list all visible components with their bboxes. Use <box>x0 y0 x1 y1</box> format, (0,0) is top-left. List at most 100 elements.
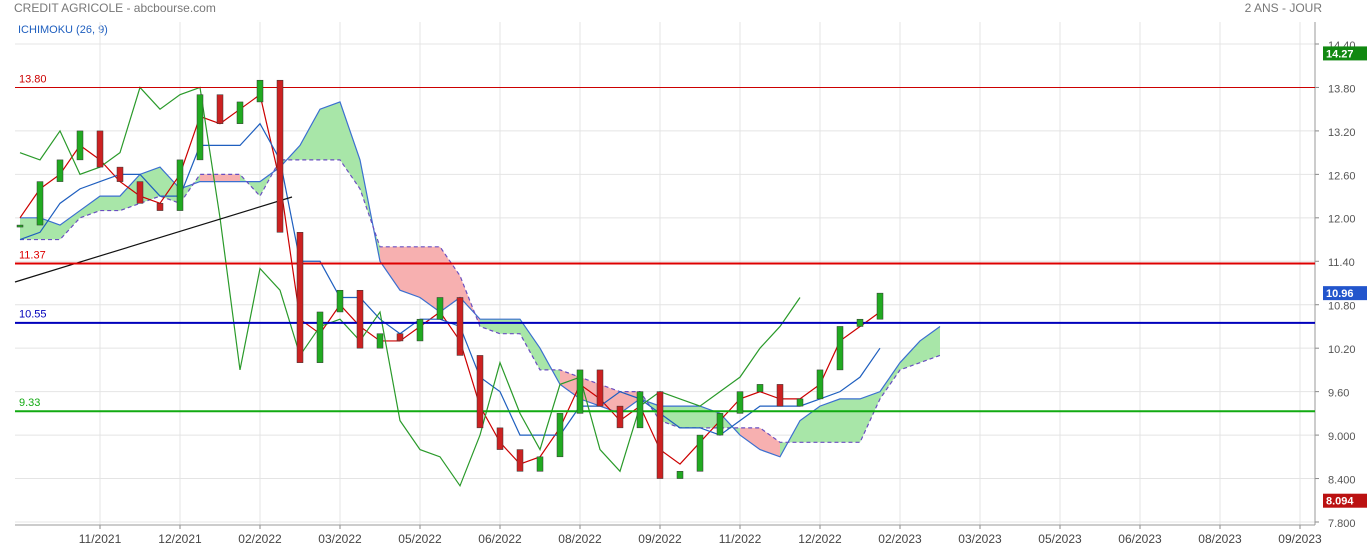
cloud-segment <box>240 174 260 197</box>
price-candle <box>736 391 744 414</box>
price-candle <box>396 333 404 342</box>
price-candle <box>836 326 844 371</box>
x-tick-label: 09/2023 <box>1278 532 1322 546</box>
price-candle <box>576 369 584 414</box>
cloud-segment <box>60 210 80 240</box>
x-tick-label: 11/2022 <box>719 532 762 546</box>
price-candle <box>296 232 304 363</box>
cloud-segment <box>320 101 340 160</box>
level-label: 11.37 <box>19 249 46 261</box>
level-label: 10.55 <box>19 309 47 321</box>
price-candle <box>136 181 144 204</box>
price-candle <box>536 456 544 472</box>
cloud-segment <box>860 391 880 443</box>
y-tick-label: 10.20 <box>1328 344 1356 356</box>
price-candle <box>196 94 204 161</box>
cloud-segment <box>500 319 520 334</box>
cloud-segment <box>900 340 920 370</box>
price-candle <box>816 369 824 400</box>
price-candle <box>476 355 484 429</box>
price-candle <box>356 289 364 349</box>
price-candle <box>856 318 864 327</box>
x-tick-label: 05/2023 <box>1038 532 1082 546</box>
price-tag-label: 8.094 <box>1326 496 1354 508</box>
price-candle <box>636 391 644 429</box>
x-tick-label: 02/2023 <box>878 532 922 546</box>
level-label: 9.33 <box>19 397 40 409</box>
cloud-segment <box>380 246 400 291</box>
price-tag <box>1323 493 1367 508</box>
indicator-line <box>19 86 801 488</box>
price-candle <box>616 405 624 429</box>
y-tick-label: 8.400 <box>1328 474 1356 486</box>
price-candle <box>796 398 804 407</box>
cloud-segment <box>120 174 140 211</box>
cloud-segment <box>680 406 700 428</box>
price-candle <box>716 413 724 436</box>
cloud-segment <box>920 326 940 363</box>
x-tick-label: 09/2022 <box>638 532 682 546</box>
price-candle <box>216 94 224 124</box>
price-candle <box>876 292 884 320</box>
price-candle <box>36 181 44 226</box>
span-b-line <box>20 159 941 443</box>
cloud-segment <box>400 246 420 298</box>
price-candle <box>376 333 384 349</box>
price-candle <box>596 369 604 407</box>
price-candle <box>516 449 524 472</box>
indicator-label: ICHIMOKU (26, 9) <box>18 24 108 36</box>
cloud-segment <box>820 398 840 443</box>
price-candle <box>756 384 764 392</box>
price-candle <box>56 159 64 182</box>
price-candle <box>96 130 104 168</box>
y-tick-label: 9.60 <box>1328 388 1349 400</box>
price-candle <box>776 384 784 407</box>
x-tick-label: 11/2021 <box>79 532 122 546</box>
price-tag <box>1323 46 1367 61</box>
y-tick-label: 12.00 <box>1328 214 1356 226</box>
price-candle <box>76 130 84 161</box>
x-tick-label: 06/2023 <box>1118 532 1162 546</box>
x-tick-label: 08/2023 <box>1198 532 1242 546</box>
cloud-segment <box>800 406 820 443</box>
chart-subtitle: 2 ANS - JOUR <box>1245 1 1323 15</box>
x-tick-label: 03/2023 <box>958 532 1002 546</box>
price-candle <box>336 289 344 313</box>
x-tick-label: 02/2022 <box>238 532 282 546</box>
cloud-segment <box>880 362 900 399</box>
x-tick-label: 06/2022 <box>478 532 522 546</box>
price-candle <box>176 159 184 211</box>
price-candle <box>436 297 444 320</box>
price-candle <box>556 413 564 458</box>
price-candle <box>256 79 264 103</box>
span-a-line <box>20 101 941 458</box>
y-tick-label: 7.800 <box>1328 518 1356 530</box>
y-tick-label: 11.40 <box>1328 257 1355 269</box>
price-candle <box>456 297 464 356</box>
y-tick-label: 10.80 <box>1328 301 1356 313</box>
price-candle <box>496 427 504 450</box>
x-tick-label: 12/2022 <box>798 532 842 546</box>
cloud-segment <box>520 319 540 370</box>
price-candle <box>316 311 324 363</box>
y-tick-label: 13.20 <box>1328 127 1356 139</box>
cloud-segment <box>740 427 760 450</box>
cloud-segment <box>160 167 180 204</box>
x-tick-label: 12/2021 <box>158 532 202 546</box>
cloud-segment <box>100 196 120 211</box>
x-tick-label: 03/2022 <box>318 532 362 546</box>
indicator-line <box>19 93 881 465</box>
price-candle <box>276 79 284 233</box>
trend-line <box>14 196 293 283</box>
cloud-segment <box>840 398 860 443</box>
level-label: 13.80 <box>19 73 47 85</box>
price-candle <box>696 434 704 472</box>
y-tick-label: 13.80 <box>1328 83 1356 95</box>
y-tick-label: 9.000 <box>1328 431 1356 443</box>
cloud-segment <box>340 101 360 189</box>
price-candle <box>156 203 164 211</box>
price-candle <box>676 471 684 479</box>
x-tick-label: 08/2022 <box>558 532 602 546</box>
